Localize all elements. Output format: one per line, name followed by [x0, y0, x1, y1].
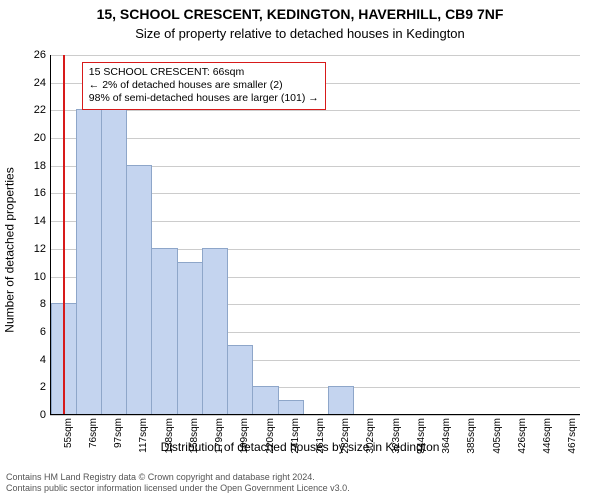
gridline [50, 138, 580, 139]
footer-line-2: Contains public sector information licen… [6, 483, 594, 494]
annotation-line-3: 98% of semi-detached houses are larger (… [89, 92, 319, 105]
y-axis-label-text: Number of detached properties [3, 167, 17, 332]
reference-line [63, 55, 65, 415]
y-axis-label: Number of detached properties [2, 70, 18, 430]
annotation-box: 15 SCHOOL CRESCENT: 66sqm← 2% of detache… [82, 62, 326, 109]
y-tick-label: 2 [40, 381, 46, 393]
histogram-bar [227, 345, 253, 415]
y-tick-label: 6 [40, 326, 46, 338]
histogram-bar [252, 386, 278, 415]
x-axis-label: Distribution of detached houses by size … [0, 440, 600, 454]
annotation-line-2: ← 2% of detached houses are smaller (2) [89, 79, 319, 92]
footer-attribution: Contains HM Land Registry data © Crown c… [6, 472, 594, 494]
y-tick-label: 16 [34, 187, 46, 199]
page-root: 15, SCHOOL CRESCENT, KEDINGTON, HAVERHIL… [0, 0, 600, 500]
gridline [50, 55, 580, 56]
chart-title: 15, SCHOOL CRESCENT, KEDINGTON, HAVERHIL… [0, 6, 600, 22]
y-tick-label: 0 [40, 409, 46, 421]
y-tick-label: 24 [34, 77, 46, 89]
gridline [50, 415, 580, 416]
y-tick-label: 14 [34, 215, 46, 227]
y-axis [50, 55, 51, 415]
histogram-bar [278, 400, 304, 415]
annotation-line-1: 15 SCHOOL CRESCENT: 66sqm [89, 66, 319, 79]
gridline [50, 110, 580, 111]
y-tick-label: 12 [34, 243, 46, 255]
histogram-bar [202, 248, 228, 415]
footer-line-1: Contains HM Land Registry data © Crown c… [6, 472, 594, 483]
histogram-bar [328, 386, 354, 415]
histogram-bar [177, 262, 203, 415]
histogram-bar [126, 165, 152, 415]
y-tick-label: 20 [34, 132, 46, 144]
y-tick-label: 8 [40, 298, 46, 310]
y-tick-label: 10 [34, 271, 46, 283]
histogram-bar [101, 96, 127, 415]
histogram-bar [151, 248, 177, 415]
chart-plot-area: 0246810121416182022242655sqm76sqm97sqm11… [50, 55, 580, 415]
y-tick-label: 18 [34, 160, 46, 172]
y-tick-label: 26 [34, 49, 46, 61]
y-tick-label: 22 [34, 104, 46, 116]
x-axis [50, 414, 580, 415]
y-tick-label: 4 [40, 354, 46, 366]
chart-subtitle: Size of property relative to detached ho… [0, 26, 600, 41]
histogram-bar [76, 109, 102, 415]
